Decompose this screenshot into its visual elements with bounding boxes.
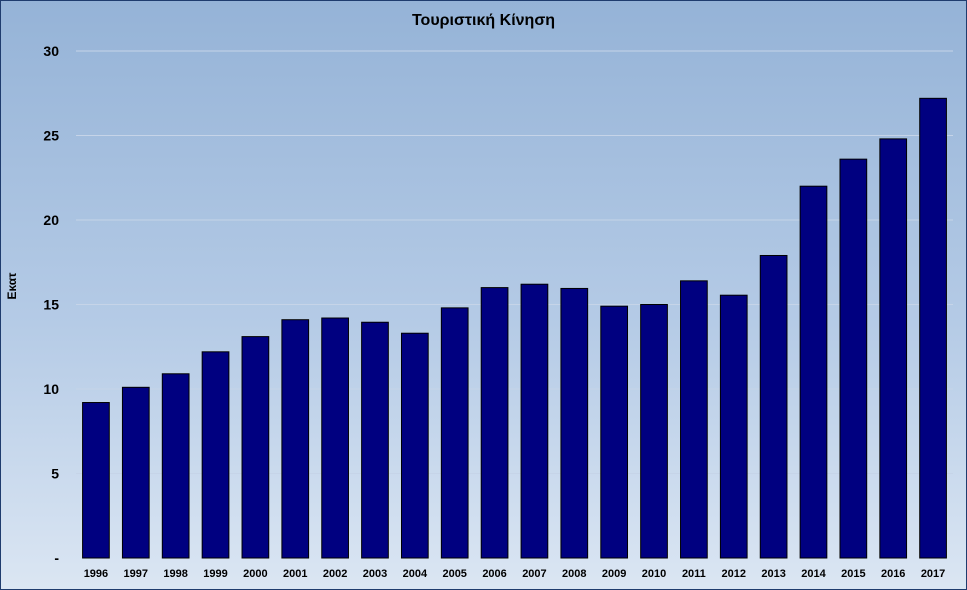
x-tick-label: 2003	[363, 568, 387, 580]
bar-1996	[82, 402, 110, 559]
x-tick-label: 2006	[482, 568, 506, 580]
x-tick-label: 2005	[442, 568, 466, 580]
x-tick-label: 2012	[722, 568, 746, 580]
x-tick-label: 2002	[323, 568, 347, 580]
bar-2011	[680, 280, 708, 559]
bar-2005	[440, 307, 469, 559]
x-tick-label: 1999	[203, 568, 227, 580]
bar-2014	[799, 185, 828, 559]
chart-title: Τουριστική Κίνηση	[411, 12, 556, 29]
x-tick-label: 2008	[562, 568, 586, 580]
bar-2003	[361, 321, 389, 559]
bar-2001	[281, 319, 310, 559]
x-tick-label: 2014	[801, 568, 826, 580]
x-tick-label: 1996	[84, 568, 108, 580]
bar-1999	[201, 351, 230, 559]
bar-2004	[400, 332, 429, 559]
y-tick-label: 15	[43, 297, 59, 313]
x-tick-label: 1998	[163, 568, 187, 580]
bars	[82, 97, 947, 559]
bar-2007	[520, 283, 549, 559]
y-tick-label: 25	[43, 128, 59, 144]
y-tick-label: 5	[51, 466, 59, 482]
y-tick-label: 30	[43, 43, 59, 59]
y-tick-label: 20	[43, 212, 59, 228]
x-tick-label: 2009	[602, 568, 626, 580]
x-tick-label: 2017	[921, 568, 945, 580]
x-tick-label: 2013	[761, 568, 785, 580]
x-tick-label: 2016	[881, 568, 905, 580]
x-tick-label: 1997	[124, 568, 148, 580]
x-tick-label: 2004	[403, 568, 428, 580]
bar-2016	[879, 138, 908, 559]
y-tick-label: 10	[43, 381, 59, 397]
x-tick-label: 2007	[522, 568, 546, 580]
bar-2010	[640, 304, 668, 559]
x-tick-label: 2010	[642, 568, 666, 580]
bar-1998	[161, 373, 190, 559]
bar-2006	[480, 287, 509, 559]
x-axis-ticks: 1996 1997 1998 1999 2000 2001 2002 2003 2004 2005…	[84, 568, 946, 580]
y-axis-ticks: - 5 10 15 20 25 30	[43, 43, 59, 566]
bar-2013	[759, 254, 788, 559]
bar-1997	[121, 386, 150, 559]
y-tick-label: -	[54, 550, 59, 566]
bar-2017	[919, 97, 947, 559]
bar-2008	[560, 287, 589, 559]
bar-2009	[600, 305, 629, 559]
x-tick-label: 2015	[841, 568, 865, 580]
x-tick-label: 2011	[682, 568, 706, 580]
bar-2015	[839, 158, 868, 559]
bar-2000	[241, 336, 270, 559]
bar-2002	[321, 317, 349, 559]
x-tick-label: 2001	[283, 568, 307, 580]
x-tick-label: 2000	[243, 568, 267, 580]
bar-2012	[719, 294, 748, 559]
